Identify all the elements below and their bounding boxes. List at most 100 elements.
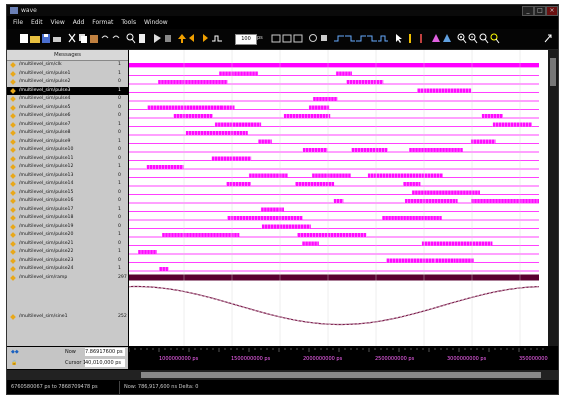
find-icon[interactable] xyxy=(126,33,136,44)
edge-prev-icon[interactable] xyxy=(334,33,344,44)
cursor-row[interactable]: 🔒 Cursor 1 40,010,000 ps xyxy=(7,358,128,369)
step-icon[interactable] xyxy=(271,33,281,44)
undock-icon[interactable] xyxy=(543,33,553,44)
signal-row[interactable]: /multilevel_sim/pulse17 1 xyxy=(7,206,128,214)
pulse-burst xyxy=(346,80,384,84)
up-arrow-icon[interactable] xyxy=(177,33,187,44)
signal-row[interactable]: /multilevel_sim/pulse20 1 xyxy=(7,231,128,239)
pulse-burst xyxy=(411,190,480,195)
waveform-canvas[interactable] xyxy=(129,50,548,346)
signal-row[interactable]: /multilevel_sim/pulse23 0 xyxy=(7,257,128,265)
signal-row[interactable]: /multilevel_sim/pulse2 0 xyxy=(7,78,128,86)
signal-row[interactable]: /multilevel_sim/pulse13 0 xyxy=(7,172,128,180)
time-axis[interactable]: 1000000000 ps 1500000000 ps 2000000000 ps 2… xyxy=(128,346,558,370)
signal-name: /multilevel_sim/pulse24 xyxy=(19,266,74,271)
cursor-delete-icon[interactable] xyxy=(416,33,426,44)
pulse-burst xyxy=(185,131,248,135)
zoom-in-icon[interactable] xyxy=(457,33,467,44)
copy-icon[interactable] xyxy=(78,33,88,44)
menu-window[interactable]: Window xyxy=(144,19,168,26)
horizontal-scroll-thumb[interactable] xyxy=(141,372,541,378)
horizontal-scrollbar[interactable] xyxy=(7,370,558,380)
menu-add[interactable]: Add xyxy=(72,19,85,26)
redo-icon[interactable] xyxy=(111,33,121,44)
signal-row[interactable]: /multilevel_sim/pulse11 0 xyxy=(7,155,128,163)
menu-edit[interactable]: Edit xyxy=(30,19,43,26)
signal-row[interactable]: /multilevel_sim/pulse14 1 xyxy=(7,180,128,188)
step-over-icon[interactable] xyxy=(282,33,292,44)
signal-name: /multilevel_sim/pulse22 xyxy=(19,249,74,254)
signal-value: 1 xyxy=(118,87,121,93)
zoom-full-icon[interactable] xyxy=(479,33,489,44)
vertical-scrollbar[interactable] xyxy=(548,50,558,346)
signal-row[interactable]: /multilevel_sim/pulse7 1 xyxy=(7,121,128,129)
left-arrow-icon[interactable] xyxy=(188,33,198,44)
menu-format[interactable]: Format xyxy=(92,19,114,26)
waveform-icon[interactable] xyxy=(212,33,222,44)
signal-name: /multilevel_sim/pulse5 xyxy=(19,104,71,110)
undo-icon[interactable] xyxy=(100,33,110,44)
maximize-button[interactable]: □ xyxy=(534,6,546,16)
signal-row[interactable]: /multilevel_sim/pulse18 0 xyxy=(7,214,128,222)
signal-row[interactable]: /multilevel_sim/pulse21 0 xyxy=(7,240,128,248)
cursor-lock-icon[interactable]: 🔒 xyxy=(11,360,18,366)
run-icon[interactable] xyxy=(152,33,162,44)
signal-row[interactable]: /multilevel_sim/pulse19 0 xyxy=(7,223,128,231)
menu-tools[interactable]: Tools xyxy=(121,19,137,26)
break-icon[interactable] xyxy=(163,33,173,44)
restart-icon[interactable] xyxy=(308,33,318,44)
signal-row[interactable]: /multilevel_sim/pulse16 0 xyxy=(7,197,128,205)
right-arrow-icon[interactable] xyxy=(199,33,209,44)
signal-row[interactable]: /multilevel_sim/pulse12 1 xyxy=(7,163,128,171)
paste-icon[interactable] xyxy=(89,33,99,44)
close-button[interactable]: × xyxy=(546,6,558,16)
bookmark-icon[interactable] xyxy=(137,33,147,44)
signal-row[interactable]: /multilevel_sim/pulse24 1 xyxy=(7,265,128,273)
save-icon[interactable] xyxy=(41,33,51,44)
cursor-value[interactable]: 40,010,000 ps xyxy=(85,359,125,367)
edge-any-icon[interactable] xyxy=(378,33,388,44)
zoom-out-icon[interactable] xyxy=(468,33,478,44)
pulse-burst xyxy=(173,114,213,118)
signal-row[interactable]: /multilevel_sim/pulse4 0 xyxy=(7,95,128,103)
zoom-cursor-icon[interactable] xyxy=(490,33,500,44)
stop-icon[interactable] xyxy=(319,33,329,44)
cursor-add-icon[interactable] xyxy=(405,33,415,44)
signal-row[interactable]: /multilevel_sim/pulse3 1 xyxy=(7,86,128,95)
signal-row[interactable]: /multilevel_sim/pulse9 1 xyxy=(7,138,128,146)
signal-row[interactable]: /multilevel_sim/pulse15 0 xyxy=(7,189,128,197)
minimize-button[interactable]: _ xyxy=(522,6,534,16)
select-mode-icon[interactable] xyxy=(394,33,404,44)
signal-name: /multilevel_sim/pulse17 xyxy=(19,206,74,212)
print-icon[interactable] xyxy=(52,33,62,44)
signal-row[interactable]: /multilevel_sim/pulse6 0 xyxy=(7,112,128,120)
pulse-burst xyxy=(260,207,284,212)
pulse-burst xyxy=(481,114,503,118)
edge-fall-icon[interactable] xyxy=(367,33,377,44)
run-length-unit[interactable]: ps xyxy=(257,35,263,41)
time-axis-canvas[interactable]: 1000000000 ps 1500000000 ps 2000000000 ps 2… xyxy=(128,346,558,370)
signal-row[interactable]: /multilevel_sim/pulse22 1 xyxy=(7,248,128,256)
menu-file[interactable]: File xyxy=(13,19,24,26)
signal-row[interactable]: /multilevel_sim/clk 1 xyxy=(7,61,128,69)
signal-value: 0 xyxy=(118,240,121,246)
waveform-pane[interactable] xyxy=(129,50,548,346)
vertical-scroll-thumb[interactable] xyxy=(550,58,556,86)
signal-row[interactable]: /multilevel_sim/ramp 297 xyxy=(7,274,128,282)
menu-view[interactable]: View xyxy=(50,19,65,26)
signal-row[interactable]: /multilevel_sim/sine1 252 xyxy=(7,313,128,321)
cursor-label: Cursor 1 xyxy=(65,360,87,366)
new-file-icon[interactable] xyxy=(19,33,29,44)
continue-icon[interactable] xyxy=(293,33,303,44)
edge-rise-icon[interactable] xyxy=(356,33,366,44)
cut-icon[interactable] xyxy=(67,33,77,44)
open-folder-icon[interactable] xyxy=(30,33,40,44)
signal-row[interactable]: /multilevel_sim/pulse5 0 xyxy=(7,104,128,112)
edge-next-icon[interactable] xyxy=(345,33,355,44)
signal-row[interactable]: /multilevel_sim/pulse10 0 xyxy=(7,146,128,154)
signal-row[interactable]: /multilevel_sim/pulse1 1 xyxy=(7,70,128,78)
marker-next-icon[interactable] xyxy=(442,33,452,44)
marker-icon[interactable] xyxy=(431,33,441,44)
signal-row[interactable]: /multilevel_sim/pulse8 0 xyxy=(7,129,128,137)
run-length-field[interactable]: 100 xyxy=(235,34,257,45)
